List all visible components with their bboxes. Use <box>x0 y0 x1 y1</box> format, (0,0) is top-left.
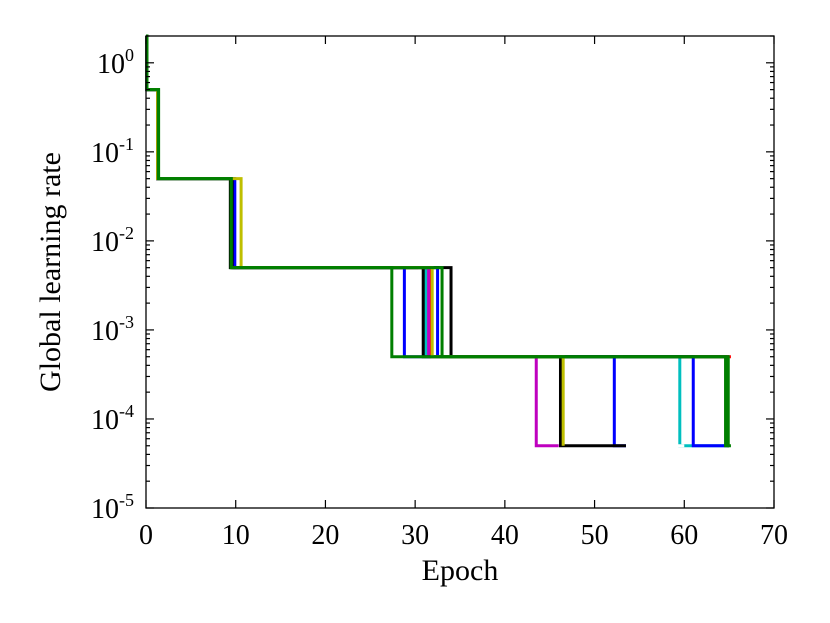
x-tick-label: 30 <box>401 520 429 551</box>
x-tick-label: 60 <box>670 520 698 551</box>
y-tick-label: 100 <box>97 45 134 80</box>
y-tick-label: 10-2 <box>91 223 134 258</box>
y-tick-exponent: -4 <box>119 401 134 421</box>
x-tick-label: 50 <box>581 520 609 551</box>
plot-frame <box>145 35 775 509</box>
y-tick-label: 10-1 <box>91 134 134 169</box>
series-line-3 <box>145 34 559 448</box>
y-tick-base: 10 <box>91 138 119 169</box>
series-line-7 <box>145 34 626 448</box>
y-tick-exponent: -5 <box>119 490 134 510</box>
y-tick-exponent: 0 <box>125 45 134 65</box>
y-tick-base: 10 <box>91 316 119 347</box>
x-tick-label: 70 <box>760 520 788 551</box>
y-tick-base: 10 <box>91 227 119 258</box>
series-line-5 <box>145 34 626 448</box>
y-tick-label: 10-5 <box>91 490 134 525</box>
series-line-9 <box>145 34 565 446</box>
y-tick-label: 10-4 <box>91 401 134 436</box>
x-tick-label: 20 <box>311 520 339 551</box>
x-tick-label: 40 <box>491 520 519 551</box>
y-tick-base: 10 <box>91 405 119 436</box>
x-tick-label: 0 <box>139 520 153 551</box>
series-line-4 <box>145 34 685 448</box>
y-axis-title: Global learning rate <box>34 152 67 392</box>
y-tick-exponent: -2 <box>119 223 134 243</box>
y-tick-base: 10 <box>97 49 125 80</box>
y-tick-exponent: -3 <box>119 312 134 332</box>
x-axis-title: Epoch <box>422 554 499 587</box>
x-tick-label: 10 <box>222 520 250 551</box>
y-tick-exponent: -1 <box>119 134 134 154</box>
series-layer <box>145 34 731 448</box>
series-line-11 <box>145 34 730 448</box>
y-tick-base: 10 <box>91 494 119 525</box>
y-tick-label: 10-3 <box>91 312 134 347</box>
